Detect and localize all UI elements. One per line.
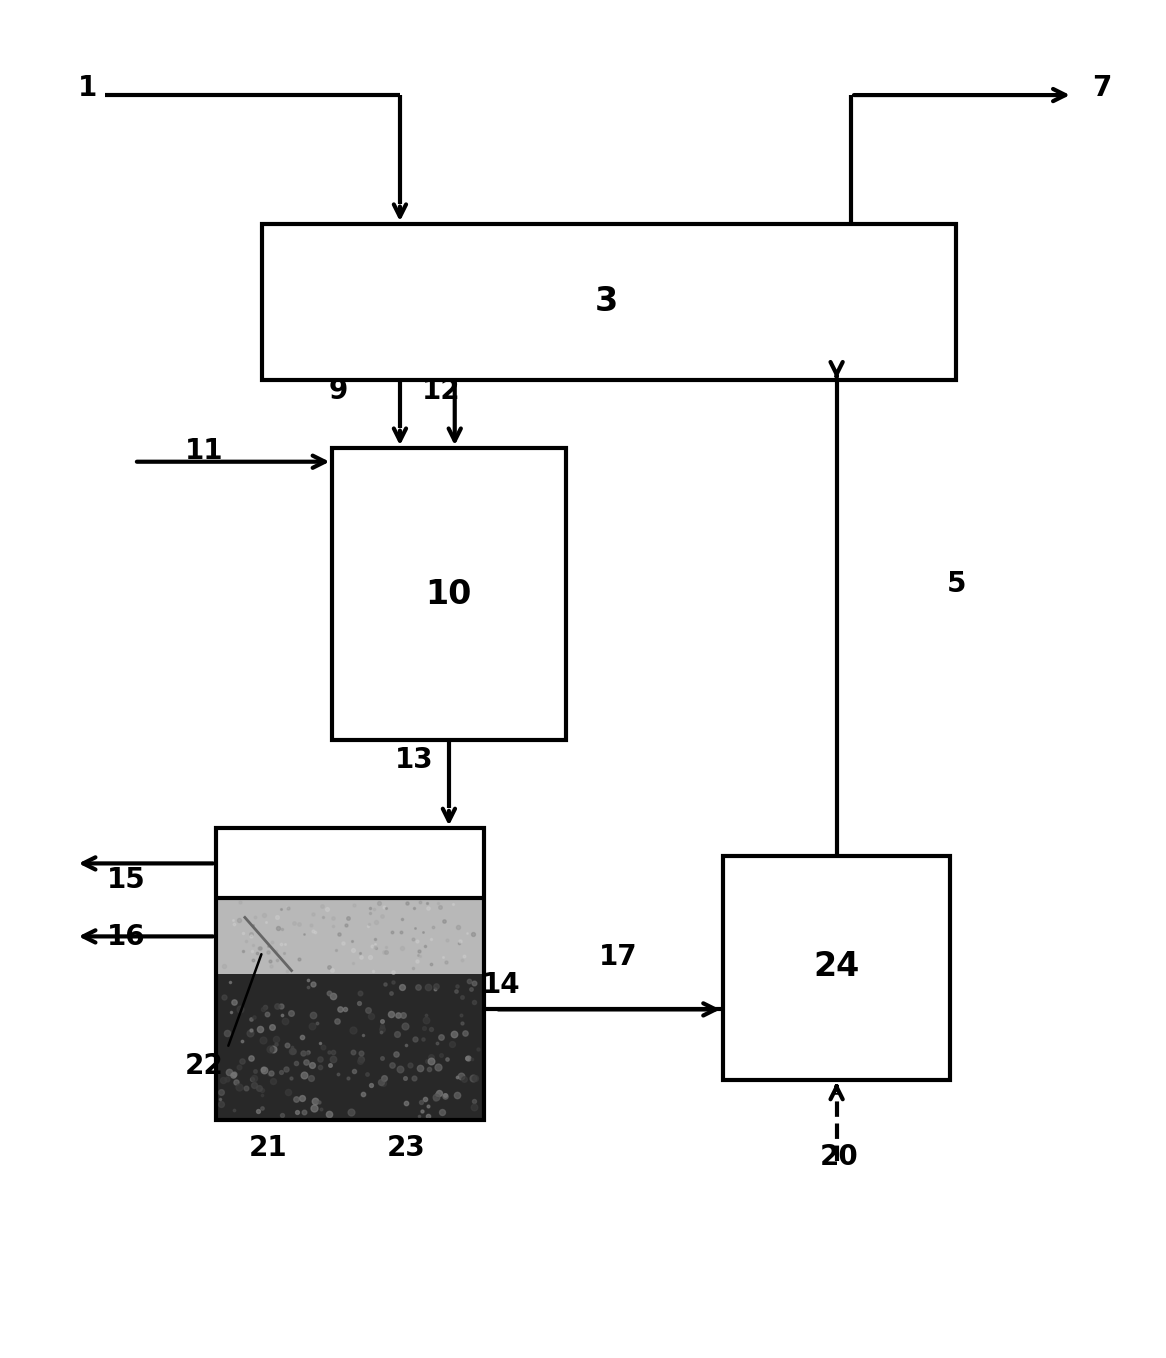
Text: 14: 14 xyxy=(482,971,521,998)
Text: 10: 10 xyxy=(426,579,472,611)
Text: 23: 23 xyxy=(386,1134,426,1161)
Text: 22: 22 xyxy=(184,1052,224,1080)
Text: 3: 3 xyxy=(595,285,618,318)
Text: 7: 7 xyxy=(1093,75,1111,102)
Text: 11: 11 xyxy=(184,437,224,464)
Bar xyxy=(216,975,484,1120)
Text: 17: 17 xyxy=(598,944,638,971)
Text: 9: 9 xyxy=(329,378,347,405)
Text: 13: 13 xyxy=(394,747,434,774)
Bar xyxy=(216,899,484,975)
Text: 16: 16 xyxy=(106,923,146,951)
Text: 24: 24 xyxy=(813,951,859,983)
Text: 5: 5 xyxy=(947,570,965,598)
Text: 12: 12 xyxy=(421,378,461,405)
Bar xyxy=(262,224,956,380)
Text: 15: 15 xyxy=(106,866,146,894)
Text: 20: 20 xyxy=(820,1143,859,1171)
Text: 21: 21 xyxy=(248,1134,288,1161)
Bar xyxy=(216,828,484,899)
Text: 1: 1 xyxy=(78,75,97,102)
Bar xyxy=(332,448,566,740)
Bar xyxy=(723,856,950,1080)
Bar xyxy=(216,828,484,1120)
